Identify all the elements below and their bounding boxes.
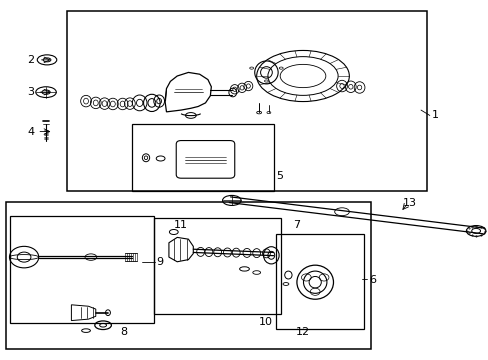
Bar (10, 216, 154, 323)
Text: 4: 4 (27, 127, 35, 136)
Text: 12: 12 (295, 327, 309, 337)
Text: 6: 6 (368, 275, 375, 285)
Bar (154, 218, 281, 315)
Text: 10: 10 (259, 317, 273, 327)
Text: 11: 11 (173, 220, 187, 230)
Text: 1: 1 (431, 111, 438, 121)
Text: 8: 8 (120, 327, 127, 337)
Text: 5: 5 (276, 171, 283, 181)
Text: 3: 3 (27, 87, 35, 97)
Text: 9: 9 (157, 257, 163, 267)
Bar (5, 202, 370, 348)
Text: 13: 13 (402, 198, 416, 208)
Text: 7: 7 (293, 220, 300, 230)
Text: 2: 2 (27, 55, 35, 65)
Bar (276, 234, 363, 329)
Bar (66, 12, 427, 191)
Bar (132, 125, 273, 191)
